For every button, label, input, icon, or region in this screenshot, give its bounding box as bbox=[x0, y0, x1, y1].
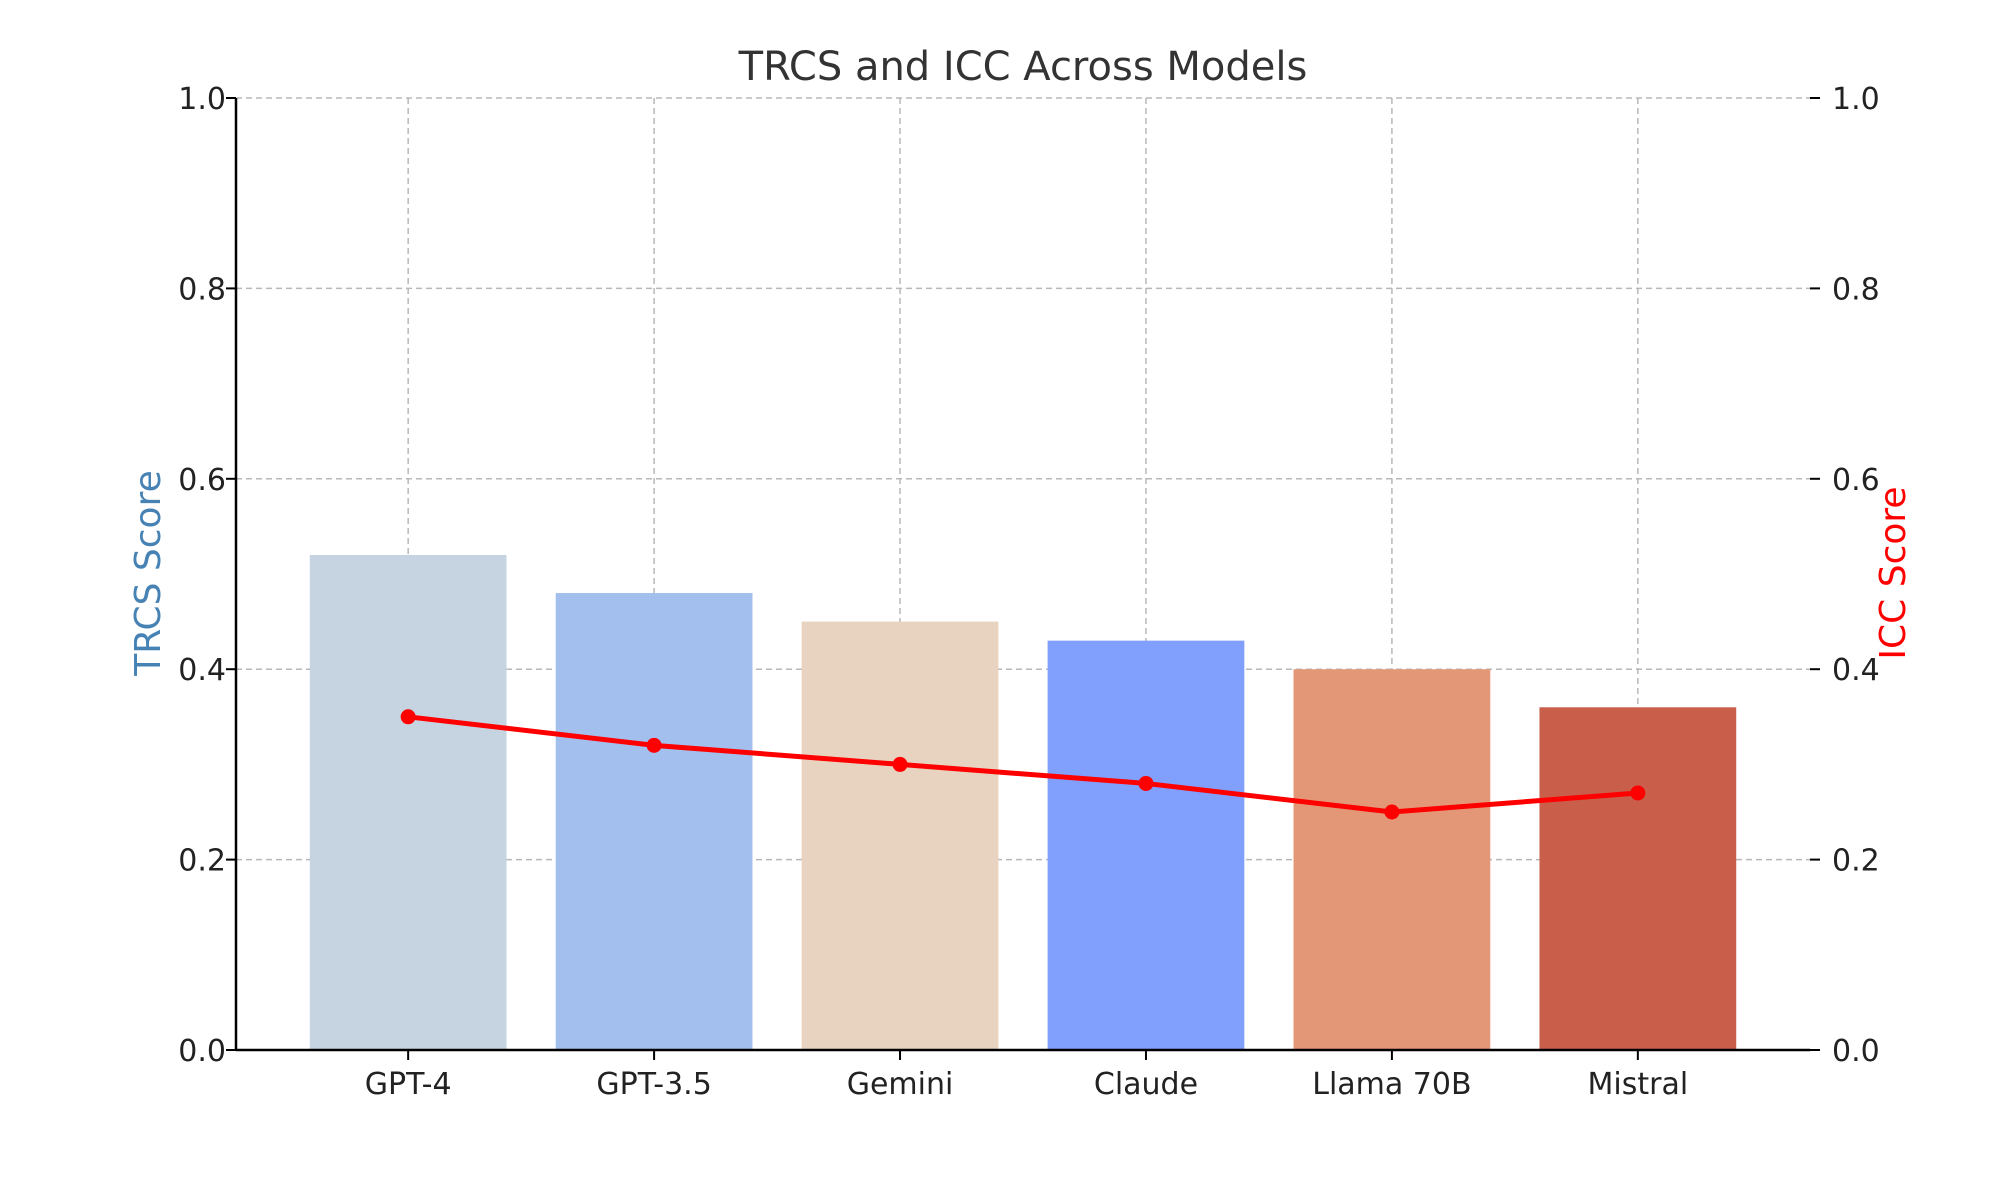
left-y-tick-label: 0.8 bbox=[178, 272, 226, 307]
icc-point-claude bbox=[1138, 775, 1154, 791]
icc-point-gpt-3-5 bbox=[646, 737, 662, 753]
x-tick-label: Mistral bbox=[1588, 1067, 1689, 1102]
icc-point-llama-70b bbox=[1384, 804, 1400, 820]
x-tick-label: GPT-3.5 bbox=[596, 1067, 711, 1102]
left-y-tick-label: 0.0 bbox=[178, 1034, 226, 1069]
right-y-tick-label: 0.2 bbox=[1832, 844, 1880, 879]
x-tick-label: GPT-4 bbox=[365, 1067, 452, 1102]
icc-point-mistral bbox=[1630, 785, 1646, 801]
right-y-tick-label: 0.8 bbox=[1832, 272, 1880, 307]
left-y-tick-label: 0.2 bbox=[178, 844, 226, 879]
right-y-tick-label: 0.0 bbox=[1832, 1034, 1880, 1069]
left-y-tick-label: 1.0 bbox=[178, 82, 226, 117]
left-y-tick-label: 0.4 bbox=[178, 653, 226, 688]
left-y-tick-label: 0.6 bbox=[178, 463, 226, 498]
right-axis-label: ICC Score bbox=[1873, 486, 1914, 659]
bar-llama-70b bbox=[1293, 669, 1491, 1050]
bar-gemini bbox=[801, 621, 999, 1050]
bar-gpt-3-5 bbox=[555, 593, 753, 1050]
labels-layer: 0.0 0.0 0.2 0.2 0.4 0.4 0.6 0.6 0.8 0.8 1.0 1.0 GPT-… bbox=[178, 82, 1879, 1102]
bar-gpt-4 bbox=[309, 554, 507, 1050]
line-layer bbox=[400, 709, 1646, 820]
chart-title: TRCS and ICC Across Models bbox=[738, 44, 1308, 90]
icc-line bbox=[407, 714, 1639, 815]
x-tick-label: Llama 70B bbox=[1312, 1067, 1471, 1102]
bar-claude bbox=[1047, 640, 1245, 1050]
icc-point-gemini bbox=[892, 756, 908, 772]
right-y-tick-label: 0.4 bbox=[1832, 653, 1880, 688]
left-axis-label: TRCS Score bbox=[128, 470, 169, 676]
bar-mistral bbox=[1539, 707, 1737, 1050]
icc-point-gpt-4 bbox=[400, 709, 416, 725]
axes-layer bbox=[226, 97, 1820, 1060]
bars-layer bbox=[309, 554, 1737, 1050]
x-tick-label: Gemini bbox=[847, 1067, 954, 1102]
x-tick-label: Claude bbox=[1094, 1067, 1198, 1102]
right-y-tick-label: 0.6 bbox=[1832, 463, 1880, 498]
right-y-tick-label: 1.0 bbox=[1832, 82, 1880, 117]
